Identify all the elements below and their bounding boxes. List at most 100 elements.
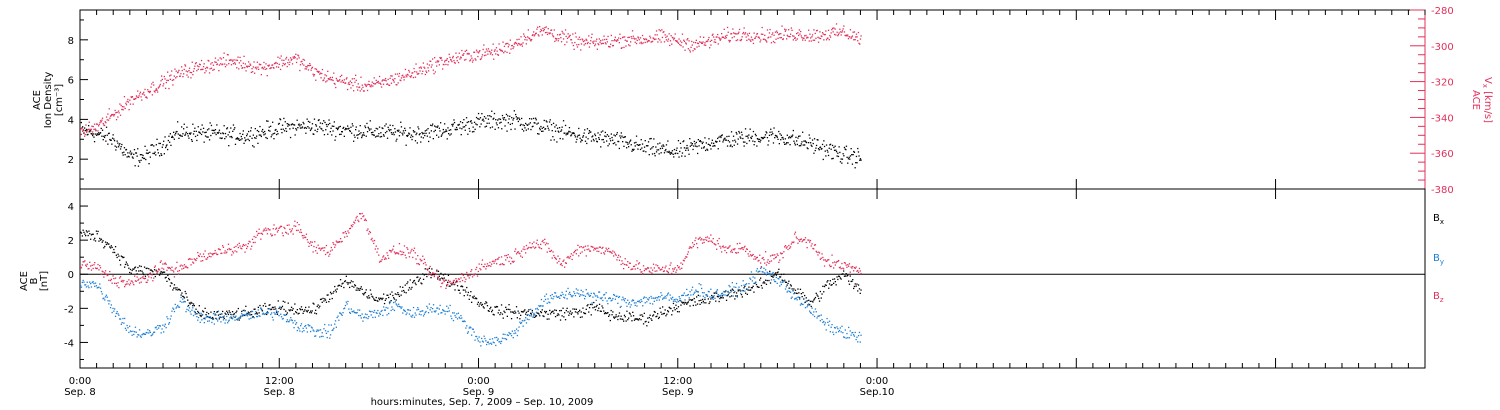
data-point — [659, 307, 661, 309]
data-point — [351, 285, 353, 287]
data-point — [677, 41, 679, 43]
data-point — [223, 317, 225, 320]
data-point — [693, 48, 695, 50]
data-point — [628, 44, 630, 46]
data-point — [293, 124, 295, 126]
data-point — [257, 306, 259, 308]
data-point — [306, 66, 308, 68]
data-point — [475, 335, 477, 338]
data-point — [814, 32, 816, 35]
data-point — [193, 310, 195, 313]
data-point — [825, 155, 827, 157]
data-point — [376, 81, 378, 84]
data-point — [649, 302, 651, 305]
data-point — [835, 34, 837, 36]
data-point — [422, 262, 425, 265]
data-point — [347, 125, 349, 127]
data-point — [417, 276, 419, 278]
data-point — [835, 151, 838, 153]
data-point — [529, 39, 531, 41]
data-point — [699, 140, 701, 142]
data-point — [659, 30, 662, 32]
data-point — [406, 76, 408, 78]
data-point — [810, 40, 812, 42]
data-point — [153, 277, 155, 279]
data-point — [663, 312, 665, 315]
data-point — [280, 313, 282, 315]
data-point — [676, 301, 678, 303]
data-point — [437, 278, 439, 280]
data-point — [707, 149, 709, 151]
data-point — [588, 248, 590, 250]
data-point — [104, 241, 107, 243]
data-point — [115, 282, 117, 285]
data-point — [760, 277, 762, 279]
data-point — [535, 242, 538, 244]
data-point — [203, 63, 205, 65]
data-point — [259, 125, 261, 128]
data-point — [767, 273, 769, 275]
data-point — [562, 138, 564, 140]
data-point — [814, 296, 817, 299]
data-point — [236, 318, 238, 321]
data-point — [483, 54, 486, 57]
data-point — [138, 278, 140, 280]
data-point — [302, 327, 304, 329]
data-point — [664, 150, 666, 152]
data-point — [292, 56, 294, 58]
data-point — [118, 287, 120, 289]
data-point — [794, 142, 796, 144]
data-point — [768, 134, 771, 136]
data-point — [243, 314, 245, 317]
data-point — [741, 289, 743, 292]
data-point — [744, 33, 746, 35]
data-point — [548, 301, 550, 303]
data-point — [341, 283, 343, 285]
data-point — [459, 127, 461, 129]
data-point — [223, 315, 225, 317]
data-point — [538, 246, 540, 248]
data-point — [647, 39, 650, 42]
data-point — [256, 315, 259, 318]
data-point — [175, 307, 177, 309]
data-point — [404, 284, 406, 286]
data-point — [249, 314, 251, 316]
data-point — [615, 314, 617, 316]
data-point — [277, 66, 280, 68]
data-point — [563, 132, 565, 134]
data-point — [270, 125, 272, 127]
data-point — [836, 326, 838, 328]
data-point — [786, 134, 788, 136]
data-point — [86, 231, 88, 233]
data-point — [176, 261, 178, 263]
data-point — [107, 243, 109, 245]
data-point — [84, 260, 86, 262]
data-point — [552, 36, 555, 38]
data-point — [796, 140, 798, 142]
data-point — [393, 309, 396, 312]
data-point — [785, 29, 787, 31]
data-point — [373, 309, 376, 312]
data-point — [291, 319, 293, 322]
data-point — [116, 285, 118, 287]
data-point — [325, 244, 328, 247]
data-point — [386, 314, 388, 316]
data-point — [446, 58, 448, 60]
data-point — [831, 144, 834, 147]
data-point — [142, 272, 144, 274]
data-point — [180, 264, 182, 266]
data-point — [417, 73, 419, 75]
data-point — [301, 308, 303, 311]
data-point — [124, 107, 126, 110]
data-point — [319, 72, 322, 74]
data-point — [727, 294, 729, 296]
data-point — [220, 137, 223, 140]
data-point — [157, 324, 159, 327]
data-point — [96, 133, 98, 135]
data-point — [214, 313, 216, 315]
data-point — [171, 282, 173, 285]
data-point — [539, 31, 541, 33]
data-point — [187, 76, 189, 78]
data-point — [587, 138, 589, 140]
data-point — [799, 135, 801, 137]
